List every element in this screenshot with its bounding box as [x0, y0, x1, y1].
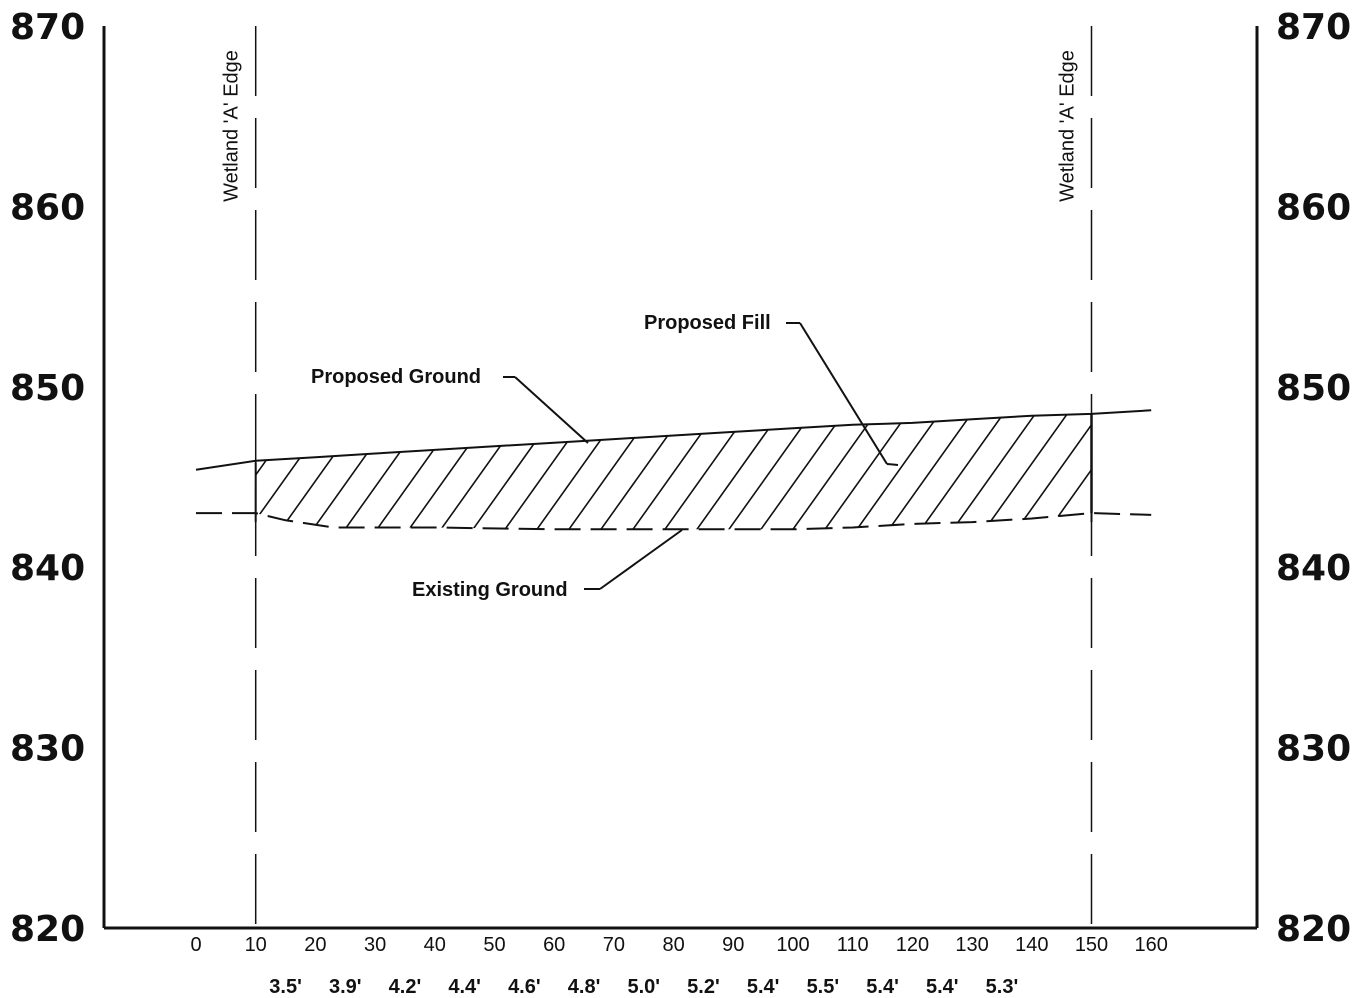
existing-ground-line	[196, 512, 1152, 531]
station-label: 20	[304, 934, 326, 956]
fill-depth-label: 3.9'	[329, 976, 362, 998]
hatch-line	[1112, 405, 1202, 531]
hatch-line	[1047, 413, 1092, 530]
fill-depth-label: 4.6'	[508, 976, 541, 998]
station-label: 160	[1135, 934, 1168, 956]
fill-depth-label: 5.4'	[747, 976, 780, 998]
elevation-label-right: 820	[1276, 909, 1351, 950]
fill-depth-label: 5.5'	[807, 976, 840, 998]
station-label: 90	[722, 934, 744, 956]
station-label: 40	[424, 934, 446, 956]
right-elevation-labels: 820 830 840 850 860 870	[1276, 7, 1351, 950]
wetland-edge-label: Wetland 'A' Edge	[1057, 50, 1079, 202]
proposed-fill-leader-2	[799, 322, 888, 465]
proposed-fill-label: Proposed Fill	[644, 312, 771, 334]
proposed-ground-leader-2	[514, 376, 589, 444]
existing-ground-leader-2	[599, 529, 683, 590]
elevation-label-left: 870	[10, 7, 85, 48]
existing-ground-label: Existing Ground	[412, 579, 568, 601]
fill-depth-label: 4.4'	[448, 976, 481, 998]
station-label: 0	[190, 934, 201, 956]
fill-depth-label: 5.4'	[926, 976, 959, 998]
fill-depth-label: 5.2'	[687, 976, 720, 998]
elevation-label-left: 850	[10, 368, 85, 409]
station-label: 100	[776, 934, 809, 956]
fill-depth-label: 5.3'	[986, 976, 1019, 998]
proposed-fill-leader-3	[886, 463, 899, 466]
station-labels: 0 10 20 30 40 50 60 70 80 90 100 110 120 130 140 150 160	[190, 934, 1167, 956]
hatch-line	[951, 413, 1043, 530]
left-elevation-labels: 820 830 840 850 860 870	[10, 7, 85, 950]
hatch-line	[1144, 405, 1234, 531]
station-label: 120	[896, 934, 929, 956]
elevation-label-right: 830	[1276, 729, 1351, 770]
hatch-line	[56, 405, 146, 531]
wetland-edge-label: Wetland 'A' Edge	[221, 50, 243, 202]
elevation-label-right: 850	[1276, 368, 1351, 409]
proposed-ground-line	[195, 409, 1152, 471]
station-label: 140	[1015, 934, 1048, 956]
station-label: 50	[483, 934, 505, 956]
fill-depth-label: 5.0'	[627, 976, 660, 998]
hatch-line	[88, 405, 178, 531]
fill-depth-label: 3.5'	[269, 976, 302, 998]
station-label: 70	[603, 934, 625, 956]
elevation-label-left: 840	[10, 548, 85, 589]
station-label: 130	[955, 934, 988, 956]
station-label: 80	[662, 934, 684, 956]
fill-depth-label: 4.2'	[389, 976, 422, 998]
fill-depth-label: 4.8'	[568, 976, 601, 998]
elevation-label-right: 870	[1276, 7, 1351, 48]
elevation-label-right: 860	[1276, 187, 1351, 228]
hatch-line	[855, 413, 947, 530]
station-label: 30	[364, 934, 386, 956]
elevation-label-left: 820	[10, 909, 85, 950]
elevation-label-right: 840	[1276, 548, 1351, 589]
proposed-ground-label: Proposed Ground	[311, 366, 481, 388]
fill-depth-label: 5.4'	[866, 976, 899, 998]
station-label: 60	[543, 934, 565, 956]
hatch-line	[887, 413, 979, 530]
hatch-line	[983, 413, 1075, 530]
elevation-label-left: 830	[10, 729, 85, 770]
wetland-edge-lines: Wetland 'A' Edge Wetland 'A' Edge	[221, 26, 1093, 928]
elevation-label-left: 860	[10, 187, 85, 228]
fill-depth-labels: 3.5' 3.9' 4.2' 4.4' 4.6' 4.8' 5.0' 5.2' 5.4' 5.5'…	[269, 976, 1018, 998]
hatch-line	[919, 413, 1011, 530]
station-label: 110	[837, 934, 869, 956]
hatch-line	[1079, 413, 1092, 530]
station-label: 10	[245, 934, 267, 956]
station-label: 150	[1075, 934, 1108, 956]
hatch-line	[823, 413, 915, 530]
hatch-line	[791, 413, 883, 530]
